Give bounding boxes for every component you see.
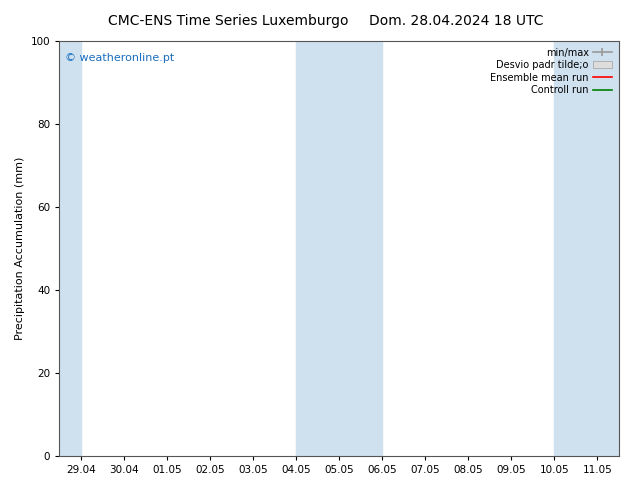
Bar	[296, 41, 382, 456]
Legend: min/max, Desvio padr tilde;o, Ensemble mean run, Controll run: min/max, Desvio padr tilde;o, Ensemble m…	[488, 46, 614, 97]
Bar	[554, 41, 619, 456]
Text: CMC-ENS Time Series Luxemburgo: CMC-ENS Time Series Luxemburgo	[108, 14, 349, 28]
Bar	[59, 41, 81, 456]
Y-axis label: Precipitation Accumulation (mm): Precipitation Accumulation (mm)	[15, 157, 25, 340]
Text: © weatheronline.pt: © weatheronline.pt	[65, 53, 174, 64]
Text: Dom. 28.04.2024 18 UTC: Dom. 28.04.2024 18 UTC	[369, 14, 544, 28]
